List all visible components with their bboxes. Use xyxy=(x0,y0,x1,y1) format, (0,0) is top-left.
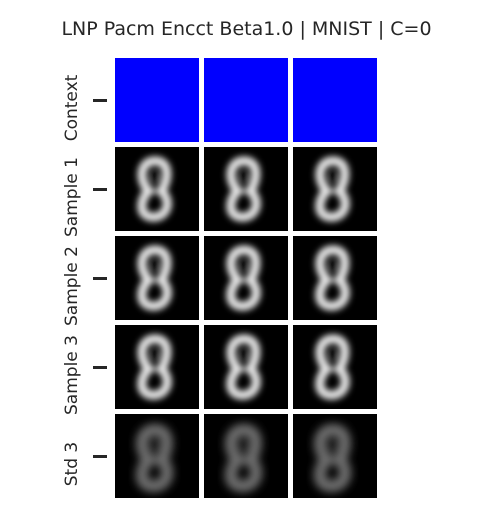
grid-cell-sample xyxy=(204,236,288,320)
grid-cell-sample xyxy=(204,147,288,231)
grid-cell-std xyxy=(204,414,288,498)
row-label: Sample 2 xyxy=(62,246,82,326)
grid-cell-sample xyxy=(293,147,377,231)
row-tick xyxy=(93,277,107,280)
figure-title: LNP Pacm Encct Beta1.0 | MNIST | C=0 xyxy=(61,18,432,40)
grid-cell-sample xyxy=(115,236,199,320)
row-tick xyxy=(93,455,107,458)
grid-cell-sample xyxy=(115,325,199,409)
grid-cell-sample xyxy=(204,325,288,409)
grid-cell-sample xyxy=(115,147,199,231)
row-tick xyxy=(93,366,107,369)
row-tick xyxy=(93,99,107,102)
row-label: Sample 3 xyxy=(62,335,82,415)
row-label: Context xyxy=(62,74,82,142)
grid-cell-sample xyxy=(293,236,377,320)
grid-cell-std xyxy=(293,414,377,498)
grid-cell-std xyxy=(115,414,199,498)
grid-cell-sample xyxy=(293,325,377,409)
row-label: Sample 1 xyxy=(62,157,82,237)
grid-cell-context xyxy=(293,58,377,142)
grid-cell-context xyxy=(204,58,288,142)
grid-cell-context xyxy=(115,58,199,142)
row-tick xyxy=(93,188,107,191)
row-label: Std 3 xyxy=(62,441,82,487)
